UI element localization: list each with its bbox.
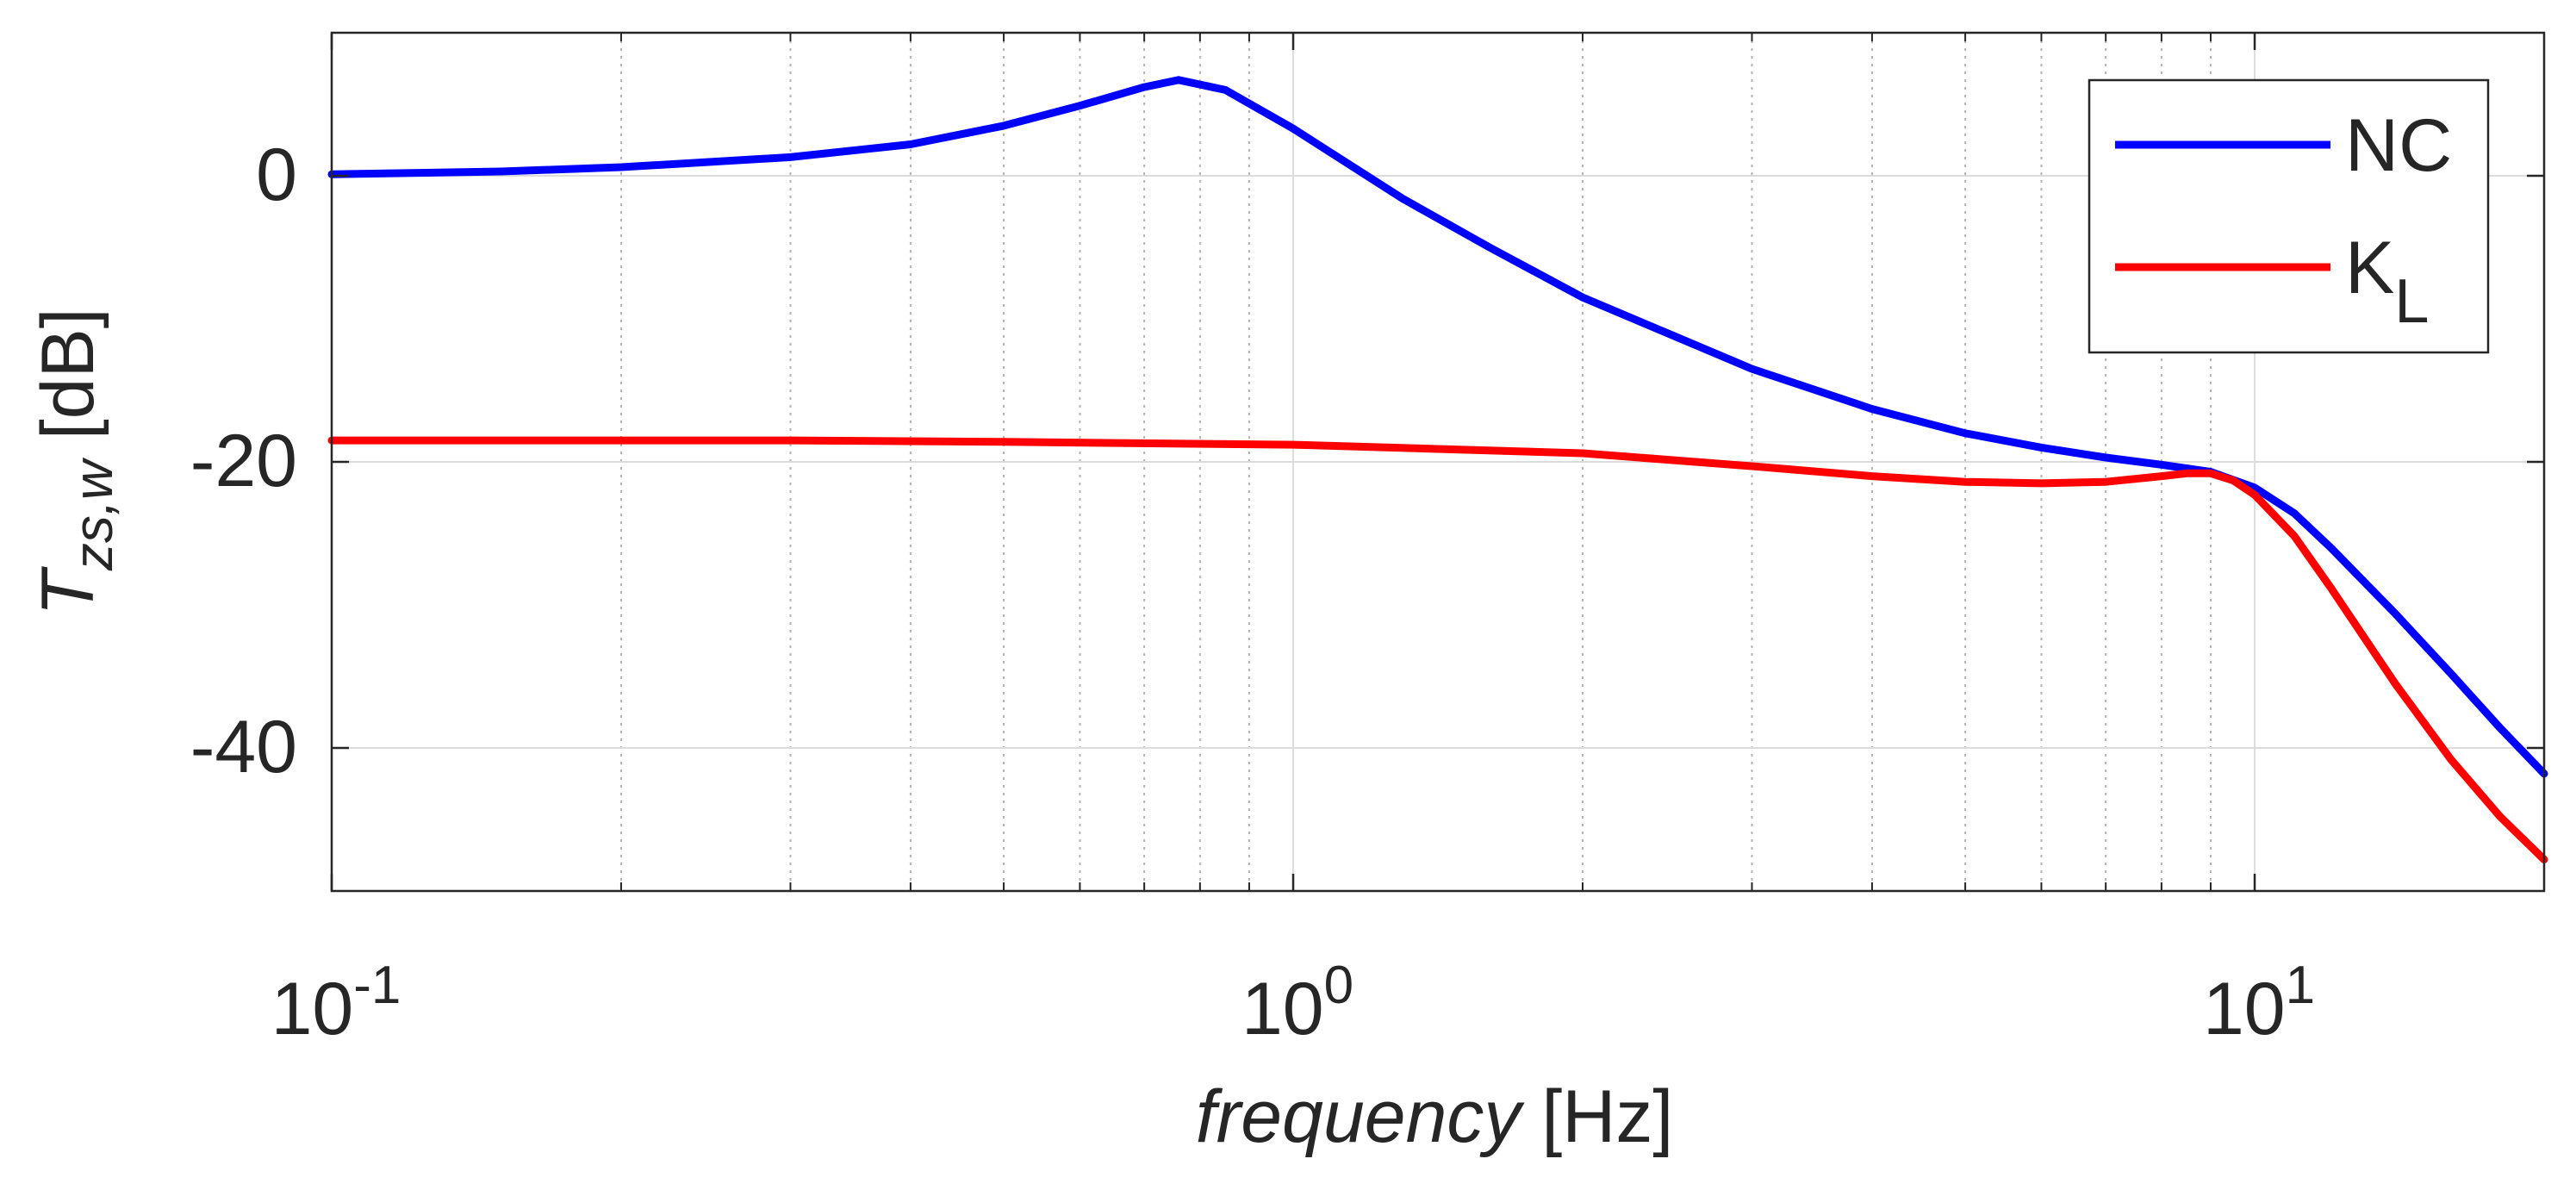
x-tick-label-base: 10 bbox=[271, 968, 354, 1050]
y-axis-label-subscript: zs,w bbox=[62, 457, 124, 571]
series-line-k-l bbox=[327, 436, 2548, 863]
legend-box bbox=[2088, 78, 2490, 354]
y-tick-label: -20 bbox=[190, 420, 297, 502]
x-axis-label: frequency [Hz] bbox=[1196, 1075, 1673, 1158]
x-tick-label-base: 10 bbox=[2203, 968, 2286, 1050]
y-tick-labels: 0 -20 -40 bbox=[190, 134, 297, 788]
x-axis-label-unit: [Hz] bbox=[1521, 1075, 1673, 1158]
x-axis-label-name: frequency bbox=[1196, 1075, 1526, 1158]
y-tick-label: -40 bbox=[190, 706, 297, 788]
series-layer bbox=[327, 76, 2548, 863]
legend-label-k-l: KL bbox=[2345, 227, 2429, 336]
x-tick-label-exponent: 0 bbox=[1324, 956, 1353, 1015]
y-axis-label: Tzs,w [dB] bbox=[27, 308, 124, 615]
tick-marks bbox=[330, 33, 2544, 891]
y-axis-label-symbol: T bbox=[27, 566, 109, 616]
y-axis-label-unit: [dB] bbox=[27, 308, 109, 460]
series-line-nc bbox=[327, 76, 2548, 778]
y-tick-label: 0 bbox=[256, 134, 297, 216]
x-tick-label: 101 bbox=[2203, 956, 2315, 1050]
legend-label-main: K bbox=[2345, 227, 2394, 309]
legend-label-main: NC bbox=[2345, 104, 2452, 187]
x-tick-label: 100 bbox=[1241, 956, 1353, 1050]
legend: NC KL bbox=[2088, 78, 2490, 354]
legend-label-nc: NC bbox=[2345, 104, 2452, 187]
x-tick-label: 10-1 bbox=[271, 956, 401, 1050]
x-tick-label-exponent: -1 bbox=[353, 956, 401, 1015]
x-tick-label-exponent: 1 bbox=[2286, 956, 2315, 1015]
x-tick-label-base: 10 bbox=[1241, 968, 1324, 1050]
legend-label-subscript: L bbox=[2394, 267, 2429, 336]
x-tick-labels: 10-1 100 101 bbox=[271, 956, 2316, 1050]
